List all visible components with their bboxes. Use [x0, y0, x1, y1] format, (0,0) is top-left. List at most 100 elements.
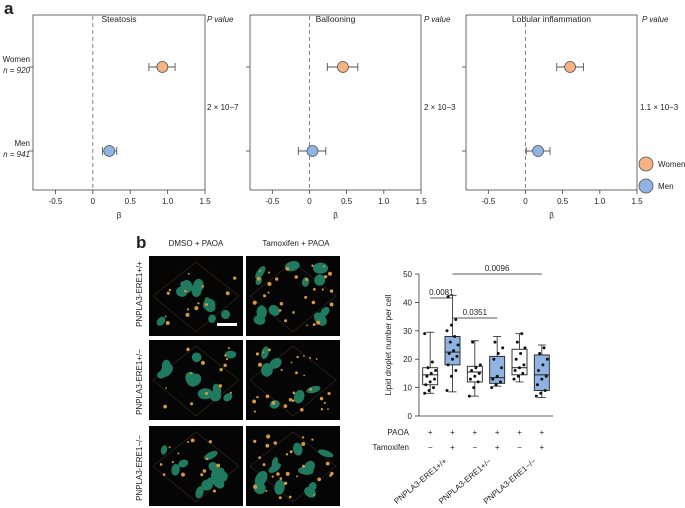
lipid-droplet — [280, 368, 283, 372]
x-tick-label: 0 — [307, 197, 312, 206]
y-axis-label: Lipid droplet number per cell — [384, 294, 393, 395]
nucleus — [160, 364, 173, 378]
lipid-droplet — [181, 472, 185, 477]
nucleus — [274, 479, 285, 495]
lipid-droplet — [271, 401, 276, 405]
data-point — [493, 340, 497, 344]
box-6 — [533, 344, 550, 398]
lipid-droplet — [285, 453, 289, 456]
y-tick-label: 50 — [403, 270, 412, 279]
data-point — [516, 374, 520, 378]
paoa-sign: + — [517, 428, 522, 437]
box-1 — [422, 331, 439, 395]
col-header-tamoxifen: Tamoxifen + PAOA — [262, 239, 330, 248]
data-point — [424, 383, 428, 387]
comparison-pvalue: 0.0351 — [463, 308, 488, 317]
nucleus — [206, 477, 215, 488]
data-point — [494, 383, 498, 387]
box-4 — [489, 336, 506, 390]
lipid-droplet — [168, 288, 172, 292]
nucleus — [202, 298, 216, 311]
lipid-droplet — [329, 302, 334, 307]
nucleus — [191, 285, 202, 297]
nucleus — [221, 309, 231, 319]
nucleus — [253, 481, 266, 495]
men-n-label: n = 941 — [3, 150, 30, 159]
forest-title: Lobular inflammation — [512, 14, 591, 24]
data-point — [468, 377, 472, 381]
data-point — [535, 383, 539, 387]
pvalue-header-2: P value — [424, 15, 451, 24]
nucleus — [293, 389, 305, 404]
data-point — [501, 346, 505, 350]
data-point — [537, 369, 541, 373]
lipid-droplet — [219, 367, 223, 372]
micrograph-tile — [149, 426, 243, 506]
micrograph-tile — [246, 256, 340, 336]
nucleus — [156, 316, 166, 326]
lipid-droplet — [190, 438, 195, 443]
pvalue-header-1: P value — [207, 15, 234, 24]
lipid-droplet — [225, 357, 229, 361]
data-point — [540, 377, 544, 381]
nucleus — [185, 371, 198, 387]
pvalue-text: 2 × 10−7 — [207, 103, 239, 112]
data-point — [449, 323, 453, 327]
lipid-droplet — [284, 319, 288, 323]
lipid-droplet — [325, 461, 330, 466]
lipid-droplet — [165, 387, 167, 389]
lipid-droplet — [301, 436, 305, 439]
data-point — [455, 354, 459, 358]
data-point — [429, 371, 433, 375]
data-point — [490, 386, 494, 390]
data-point — [539, 391, 543, 395]
lipid-droplet — [200, 360, 205, 365]
panel-a-letter: a — [4, 0, 14, 18]
data-point — [544, 374, 548, 378]
data-point — [425, 374, 429, 378]
box-3 — [466, 340, 483, 398]
lipid-droplet — [253, 484, 258, 489]
lipid-droplet — [168, 446, 171, 449]
y-tick-label: 10 — [403, 384, 412, 393]
col-header-dmso: DMSO + PAOA — [169, 239, 224, 248]
tamoxifen-sign: + — [539, 443, 544, 452]
box-rect — [489, 355, 506, 384]
data-point — [492, 357, 496, 361]
lipid-droplet — [227, 347, 230, 350]
box-2 — [444, 294, 461, 393]
lipid-droplet — [258, 456, 262, 460]
tile-grid — [152, 431, 240, 503]
lipid-droplet — [233, 276, 237, 280]
micrograph-tile — [246, 340, 340, 420]
forest-frame — [32, 14, 206, 191]
lipid-droplet — [267, 281, 272, 287]
lipid-droplet — [267, 271, 271, 274]
forest-panel-3: Lobular inflammation -0.5 0 0.5 1.0 1.5 β 1.1 ×… — [462, 14, 679, 220]
lipid-droplet — [202, 469, 207, 473]
lipid-droplet — [316, 320, 321, 325]
lipid-droplet — [295, 371, 298, 375]
data-point — [521, 371, 525, 375]
lipid-droplet — [294, 275, 298, 279]
nucleus — [180, 279, 193, 294]
data-point — [538, 352, 542, 356]
data-point — [453, 334, 457, 338]
nucleus — [261, 346, 269, 360]
nucleus — [308, 482, 317, 491]
data-point — [454, 317, 458, 321]
lipid-droplet — [208, 440, 212, 444]
tamoxifen-label: Tamoxifen — [373, 443, 409, 452]
lipid-droplet — [165, 321, 170, 325]
data-point — [426, 366, 430, 370]
data-point — [473, 374, 477, 378]
lipid-droplet — [290, 361, 293, 364]
lipid-droplet — [216, 463, 221, 468]
data-point — [520, 332, 524, 336]
lipid-droplet — [317, 477, 321, 482]
forest-frame — [249, 14, 422, 191]
comparison-pvalue: 0.0081 — [429, 288, 454, 297]
lipid-droplet — [186, 347, 190, 352]
lipid-droplet — [252, 300, 257, 305]
lipid-droplet — [296, 475, 298, 478]
